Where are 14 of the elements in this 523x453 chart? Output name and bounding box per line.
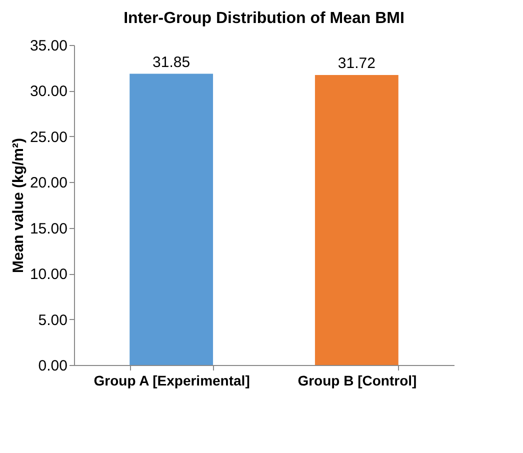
data-label: 31.85	[152, 54, 190, 71]
y-tick-label: 25.00	[30, 128, 68, 146]
y-tick-label: 5.00	[38, 312, 68, 329]
y-tick-label: 15.00	[30, 220, 68, 238]
y-axis-title: Mean value (kg/m²)	[10, 138, 27, 274]
x-tick-label: Group A [Experimental]	[94, 372, 250, 388]
y-tick-label: 35.00	[30, 38, 68, 54]
chart-title: Inter-Group Distribution of Mean BMI	[124, 10, 404, 27]
data-label: 31.72	[338, 54, 376, 72]
x-tick-label: Group B [Control]	[298, 372, 417, 388]
y-tick-label: 10.00	[30, 266, 68, 284]
y-tick-label: 30.00	[30, 83, 68, 100]
y-tick-label: 20.00	[30, 174, 68, 192]
y-tick-label: 0.00	[38, 358, 68, 374]
